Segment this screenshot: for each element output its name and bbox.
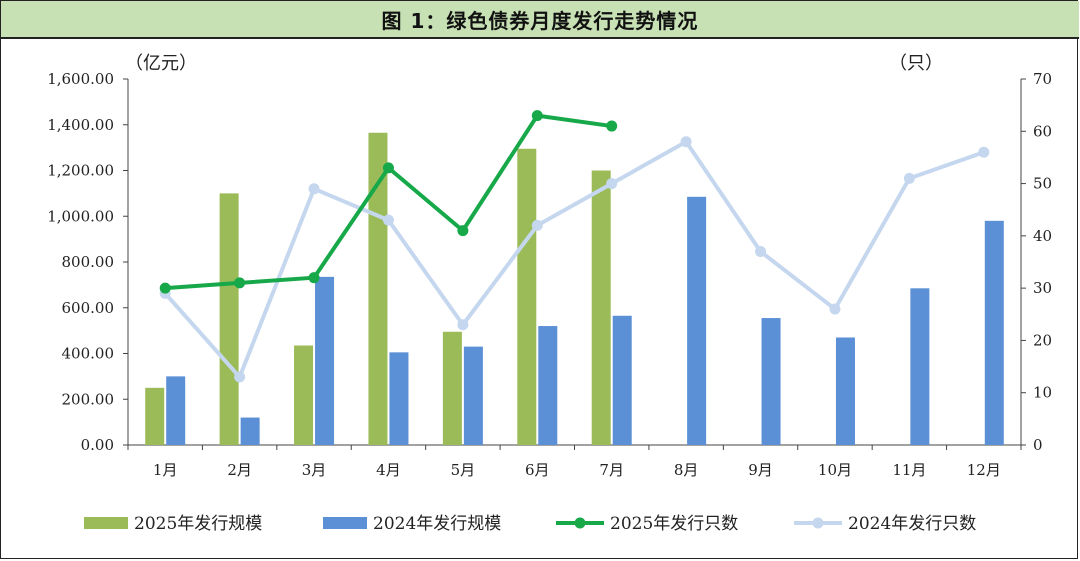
point-2024	[755, 246, 767, 258]
x-tick-label: 3月	[302, 461, 327, 479]
x-tick-label: 9月	[748, 461, 773, 479]
y-left-tick-label: 1,000.00	[47, 207, 114, 225]
point-2024	[308, 183, 320, 195]
y-right-tick-label: 20	[1033, 331, 1052, 349]
point-2025	[159, 282, 171, 294]
bar-2024	[315, 276, 335, 445]
legend-label: 2025年发行只数	[610, 514, 738, 534]
chart-svg: 0.00 200.00 400.00 600.00 800.00 1,000.00 1,20…	[47, 53, 1052, 534]
y-right-tick-label: 60	[1033, 122, 1052, 140]
bar-2024	[835, 337, 855, 445]
line-2024	[163, 139, 985, 380]
point-2024	[680, 136, 692, 148]
point-2025	[382, 162, 394, 174]
x-tick-label: 2月	[227, 461, 252, 479]
title-bar: 图 1：绿色债券月度发行走势情况	[1, 1, 1079, 39]
bar-2024	[984, 220, 1004, 445]
point-2025	[308, 272, 320, 284]
y-left-tick-label: 1,600.00	[47, 70, 114, 88]
x-tick-label: 12月	[967, 461, 1001, 479]
point-2024	[457, 319, 469, 331]
legend-label: 2024年发行只数	[848, 514, 976, 534]
bar-2024	[538, 326, 558, 445]
legend-label: 2025年发行规模	[134, 514, 262, 534]
x-tick-label: 7月	[599, 461, 624, 479]
point-2024	[234, 371, 246, 383]
y-left-tick-label: 800.00	[62, 253, 115, 271]
point-2024	[903, 172, 915, 184]
bar-2024	[687, 196, 707, 445]
x-tick-label: 10月	[818, 461, 852, 479]
y-right-tick-label: 70	[1033, 70, 1052, 88]
bar-2025	[368, 132, 388, 445]
bar-2024	[761, 318, 781, 445]
bar-2024	[910, 288, 930, 445]
chart-title: 图 1：绿色债券月度发行走势情况	[381, 8, 699, 33]
legend-swatch	[323, 517, 367, 529]
x-tick-label: 5月	[451, 461, 476, 479]
bar-2024	[166, 376, 186, 445]
y-right-tick-label: 10	[1033, 384, 1052, 402]
point-2025	[234, 277, 246, 289]
point-2024	[829, 303, 841, 315]
point-2025	[531, 110, 543, 122]
point-2024	[531, 219, 543, 231]
bar-2024	[463, 346, 483, 445]
x-tick-label: 4月	[376, 461, 401, 479]
y-right-tick-label: 30	[1033, 279, 1052, 297]
bar-2025	[591, 170, 611, 445]
y-left-tick-label: 600.00	[62, 299, 115, 317]
point-2024	[606, 178, 618, 190]
y-right-tick-label: 50	[1033, 175, 1052, 193]
bar-2025	[442, 331, 462, 445]
legend-swatch	[84, 517, 128, 529]
bar-2025	[219, 193, 239, 445]
y-left-tick-label: 1,200.00	[47, 162, 114, 180]
point-2024	[978, 146, 990, 158]
y-left-unit: （亿元）	[125, 53, 197, 74]
legend-label: 2024年发行规模	[373, 514, 501, 534]
y-left-tick-label: 1,400.00	[47, 116, 114, 134]
y-right-tick-label: 40	[1033, 227, 1052, 245]
point-2025	[606, 120, 618, 132]
x-tick-label: 8月	[674, 461, 699, 479]
bar-2025	[294, 345, 314, 445]
bar-2024	[389, 352, 409, 445]
bar-2025	[145, 387, 165, 445]
legend-swatch-marker	[574, 517, 586, 529]
point-2024	[382, 214, 394, 226]
x-tick-label: 11月	[892, 461, 926, 479]
bar-2024	[240, 417, 260, 445]
y-right-tick-label: 0	[1033, 436, 1043, 454]
y-left-tick-label: 200.00	[62, 390, 115, 408]
point-2025	[457, 225, 469, 237]
bar-2024	[612, 315, 632, 445]
y-left-tick-label: 0.00	[81, 436, 114, 454]
bar-2025	[517, 148, 537, 446]
x-tick-label: 6月	[525, 461, 550, 479]
y-left-tick-label: 400.00	[62, 345, 115, 363]
x-tick-label: 1月	[153, 461, 178, 479]
y-right-unit: （只）	[889, 53, 943, 74]
legend-swatch-marker	[812, 517, 824, 529]
